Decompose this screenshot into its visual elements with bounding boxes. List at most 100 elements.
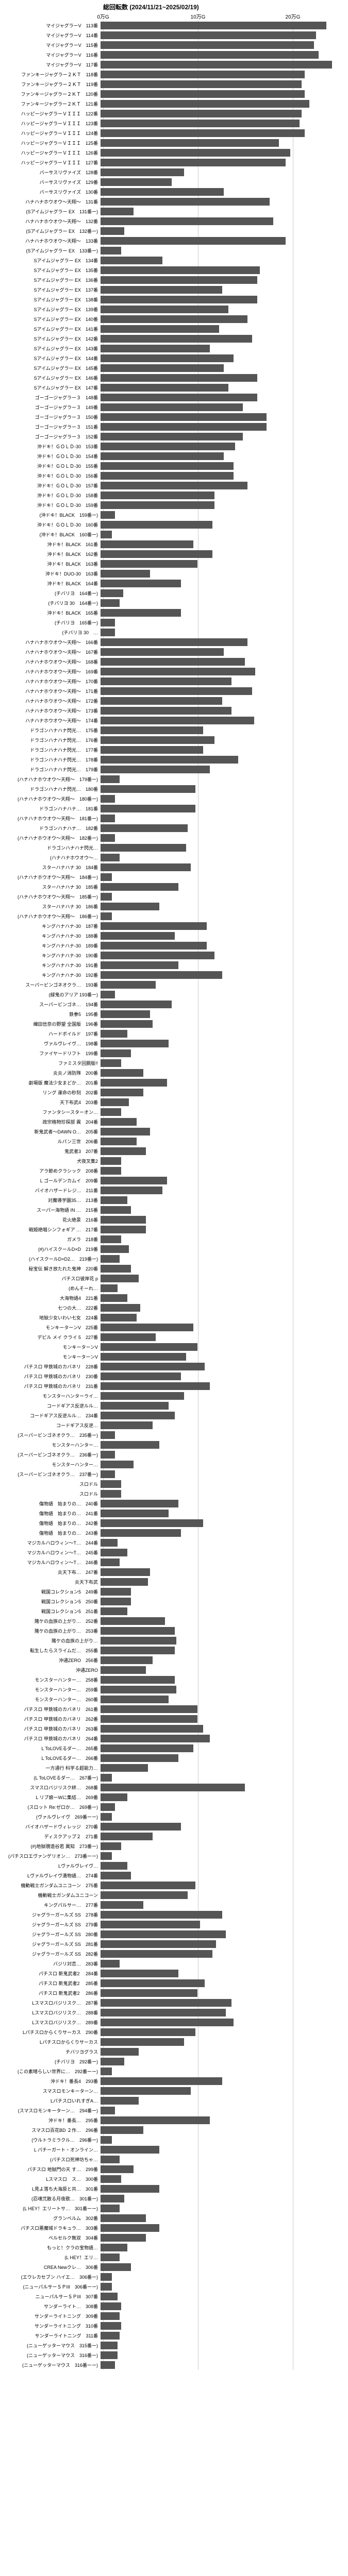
bar — [101, 1255, 120, 1263]
x-tick-label: 0万G — [97, 12, 109, 20]
row-label: ハナハナホウオウ～天翔～ 167番 — [0, 649, 101, 655]
row-label: Lヴァルヴレイヴ満物語… 274番 — [0, 1872, 101, 1879]
bar-area — [101, 1812, 338, 1822]
row-label: ディスクアップ２ 271番 — [0, 1833, 101, 1840]
bar-row: CREA Newクレ… 306番 — [0, 2262, 348, 2272]
bar-area — [101, 1900, 338, 1910]
bar-row: 沖通ZERO — [0, 1665, 348, 1675]
bar-row: Lヴァルヴレイヴ満物語… 274番 — [0, 1871, 348, 1880]
bar-area — [101, 1528, 338, 1538]
bar-row: ハッピージャグラーＶＩＩＩ 126番 — [0, 148, 348, 158]
row-label: LパチスロいれすぎA… — [0, 2097, 101, 2104]
row-label: Sアイムジャグラー EX 142番 — [0, 335, 101, 342]
bar-area — [101, 2360, 338, 2370]
bar-area — [101, 1949, 338, 1959]
bar-row: キングハナハナ-30 189番 — [0, 941, 348, 951]
row-label: 炎炎ノ消防隊 200番 — [0, 1070, 101, 1076]
row-label: L ToLOVEるダー… 265番 — [0, 1745, 101, 1752]
bar-row: 鬼武者3 207番 — [0, 1146, 348, 1156]
bar-area — [101, 853, 338, 862]
bar — [101, 266, 260, 274]
bar-area — [101, 1450, 338, 1460]
row-label: モンキーターンV — [0, 1353, 101, 1360]
bar-area — [101, 373, 338, 383]
row-label: 賭ケの血族の上がり… — [0, 1637, 101, 1644]
bar — [101, 629, 115, 636]
bar — [101, 1627, 175, 1635]
bar-area — [101, 911, 338, 921]
row-label: スターハナハナ 30 184番 — [0, 864, 101, 871]
bar — [101, 1010, 150, 1018]
bar-area — [101, 1861, 338, 1871]
bar-area — [101, 1332, 338, 1342]
bar-row: Lスマスロバジリスク… 289番 — [0, 2018, 348, 2027]
bar-area — [101, 2252, 338, 2262]
bar-row: 炎天下布武 — [0, 1577, 348, 1587]
bar-area — [101, 1597, 338, 1606]
bar — [101, 1999, 231, 2007]
x-tick-label: 10万G — [191, 12, 206, 20]
bar-row: スーパービンゴネオクラ… 193番 — [0, 980, 348, 990]
bar-area — [101, 177, 338, 187]
bar-row: (ハナハナホウオウ～天翔～ 185番ー) — [0, 892, 348, 902]
row-label: (ニューゲッターマウス 316番ーー) — [0, 2362, 101, 2368]
bar-area — [101, 1078, 338, 1088]
bar-row: 沖通ZERO 256番 — [0, 1655, 348, 1665]
bar-row: (#)ハイスクールD×D 219番 — [0, 1244, 348, 1254]
bar-area — [101, 823, 338, 833]
bar — [101, 2116, 210, 2124]
bar — [101, 159, 286, 166]
bar — [101, 1421, 153, 1429]
row-label: スロドル — [0, 1490, 101, 1497]
bar — [101, 315, 247, 323]
bar-area — [101, 393, 338, 402]
bar-area — [101, 667, 338, 676]
bar-area — [101, 2341, 338, 2350]
bar-row: パチスロ悪魔城ドラキュラ… 303番 — [0, 2223, 348, 2233]
bar-area — [101, 1362, 338, 1371]
row-label: Sアイムジャグラー EX 147番 — [0, 384, 101, 391]
row-label: (ハナハナホウオウ～天翔～ 182番ー) — [0, 835, 101, 841]
bar-row: ジャグラーガールズ SS 278番 — [0, 1910, 348, 1920]
bar-row: ファンキージャグラー２ＫＴ 120番 — [0, 89, 348, 99]
bar-area — [101, 1469, 338, 1479]
row-label: ファンキージャグラー２ＫＴ 121番 — [0, 100, 101, 107]
bar — [101, 521, 212, 529]
row-label: 花火絶景 216番 — [0, 1216, 101, 1223]
row-label: ハッピージャグラーＶＩＩＩ 122番 — [0, 110, 101, 117]
bar — [101, 1803, 115, 1811]
bar-row: L リブ娘ーWに集結… 269番 — [0, 1792, 348, 1802]
bar-row: ハナハナホウオウ～天翔～ 170番 — [0, 676, 348, 686]
bar — [101, 1030, 127, 1038]
bar-row: ファンキージャグラー２ＫＴ 118番 — [0, 70, 348, 79]
bar-row: 沖ドキ！ＧＯＬＤ-30 155番 — [0, 461, 348, 471]
bar-row: (L HEY！エリートサ… 301番ーー) — [0, 2204, 348, 2213]
bar — [101, 834, 115, 842]
bar-area — [101, 1176, 338, 1185]
row-label: コードギアス反逆ルル… — [0, 1402, 101, 1409]
bar-area — [101, 1851, 338, 1861]
bar-area — [101, 2331, 338, 2341]
bar-row: ヴァルヴレイヴ… 198番 — [0, 1039, 348, 1048]
row-label: ハナハナホウオウ～天翔～ 170番 — [0, 678, 101, 685]
bar-area — [101, 921, 338, 931]
bar — [101, 893, 112, 901]
bar — [101, 1304, 140, 1312]
bar-row: ハッピージャグラーＶＩＩＩ 123番 — [0, 118, 348, 128]
row-label: マイジャグラーV 114番 — [0, 32, 101, 39]
bar-row: 鉄拳5 195番 — [0, 1009, 348, 1019]
bar — [101, 1607, 127, 1615]
bar-area — [101, 1577, 338, 1587]
row-label: Sアイムジャグラー EX 144番 — [0, 355, 101, 362]
row-label: ドラゴンハナハナ閃光… 178番 — [0, 756, 101, 763]
bar — [101, 1187, 162, 1194]
row-label: モンスターハンター… 260番 — [0, 1696, 101, 1703]
row-label: スーパービンゴネ… 194番 — [0, 1001, 101, 1008]
row-label: ガメラ 218番 — [0, 1236, 101, 1243]
bar-area — [101, 1058, 338, 1068]
bar-row: 沖ドキ！BLACK 163番 — [0, 559, 348, 569]
bar — [101, 384, 228, 392]
bar-area — [101, 1606, 338, 1616]
row-label: 犬夜叉集2 — [0, 1158, 101, 1164]
bar — [101, 1901, 143, 1909]
